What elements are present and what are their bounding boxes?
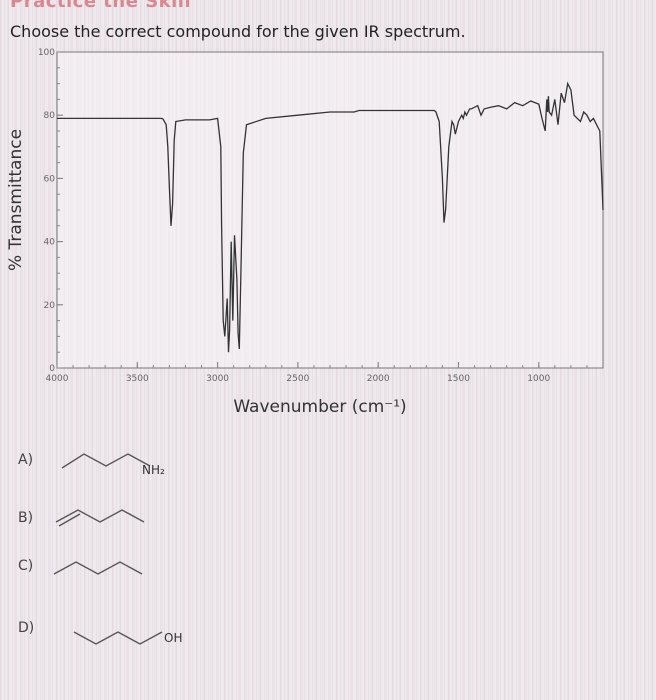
y-tick-label: 100 [38,48,55,58]
y-axis-ticks: 0 20 40 60 80 100 [38,48,63,374]
x-tick-label: 1000 [527,374,550,384]
section-header: Practice the Skill [10,0,192,12]
option-d-chain [73,631,163,645]
option-c-structure[interactable] [50,552,160,587]
option-a-substituent: NH₂ [142,463,165,477]
option-c-label[interactable]: C) [18,558,34,574]
plot-frame [56,51,604,369]
x-tick-label: 3500 [126,374,149,384]
ir-spectrum-chart: 0 20 40 60 80 100 4000 3500 3000 2500 2000 1500 100… [38,48,604,417]
option-c-chain [53,561,143,575]
question-text: Choose the correct compound for the give… [10,22,466,41]
y-tick-label: 60 [44,174,56,184]
x-axis-ticks: 4000 3500 3000 2500 2000 1500 1000 [46,362,588,384]
option-d-substituent: OH [164,631,182,645]
x-tick-label: 4000 [46,374,69,384]
option-a-structure[interactable]: NH₂ [60,440,190,485]
option-a-chain [61,453,151,469]
option-d-structure[interactable]: OH [72,618,202,658]
option-b-label[interactable]: B) [18,510,34,526]
x-tick-label: 3000 [206,374,229,384]
y-tick-label: 40 [44,238,56,248]
x-tick-label: 1500 [447,374,470,384]
y-axis-label: % Transmittance [6,128,26,272]
y-tick-label: 80 [44,111,56,121]
option-d-label[interactable]: D) [18,620,35,636]
x-tick-label: 2000 [367,374,390,384]
option-b-chain [55,509,145,523]
option-b-double-bond [58,513,81,527]
option-a-label[interactable]: A) [18,452,34,468]
y-tick-label: 0 [49,364,55,374]
x-axis-label: Wavenumber (cm⁻¹) [233,397,406,417]
spectrum-line [57,81,604,353]
x-tick-label: 2500 [286,374,309,384]
option-b-structure[interactable] [50,500,160,535]
y-tick-label: 20 [44,301,56,311]
